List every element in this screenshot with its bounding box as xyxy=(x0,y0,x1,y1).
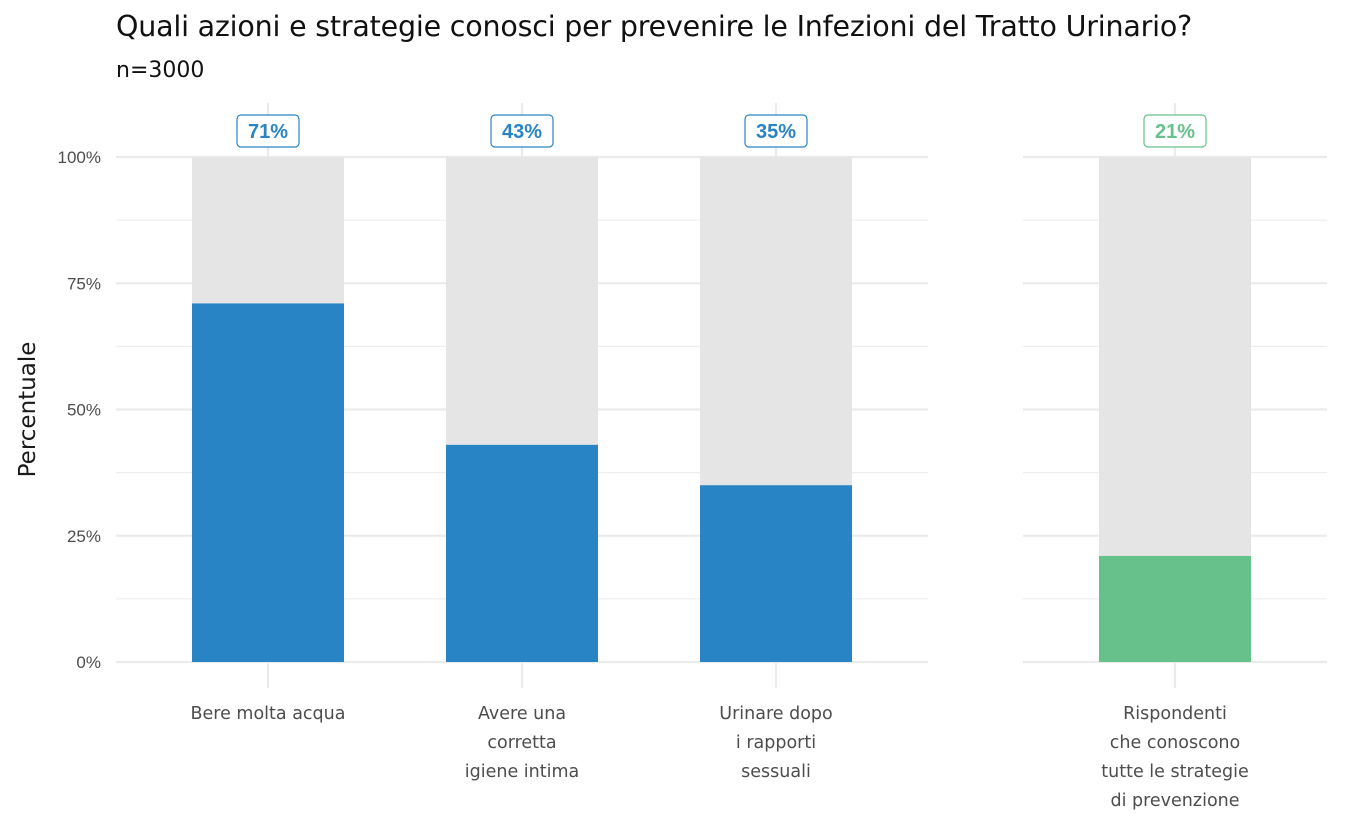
value-bar xyxy=(192,303,344,662)
y-tick-label: 100% xyxy=(58,148,101,167)
data-label: 43% xyxy=(502,121,542,143)
x-category-line: Avere una xyxy=(478,704,566,724)
data-label-box xyxy=(490,114,554,148)
y-tick-label: 50% xyxy=(67,401,101,420)
chart-title: Quali azioni e strategie conosci per pre… xyxy=(116,10,1193,43)
value-bar xyxy=(446,444,598,662)
value-bar xyxy=(700,485,852,662)
data-label-box xyxy=(744,114,808,148)
x-category-line: di prevenzione xyxy=(1110,791,1239,811)
data-label: 71% xyxy=(248,121,288,143)
x-category-label: Bere molta acqua xyxy=(191,704,346,724)
x-category-label: Rispondenti che conoscono tutte le strateg… xyxy=(1101,704,1248,811)
x-category-line: i rapporti xyxy=(736,733,816,753)
x-category-label: Urinare dopo i rapporti sessuali xyxy=(719,704,832,782)
y-tick-label: 25% xyxy=(67,527,101,546)
x-category-line: tutte le strategie xyxy=(1101,762,1248,782)
value-bar xyxy=(1099,555,1251,662)
data-label-box xyxy=(1143,114,1207,148)
data-label: 35% xyxy=(756,121,796,143)
x-category-label: Avere una corretta igiene intima xyxy=(465,704,579,782)
x-category-line: igiene intima xyxy=(465,762,579,782)
x-category-line: Bere molta acqua xyxy=(191,704,346,724)
x-category-line: corretta xyxy=(487,733,556,753)
y-tick-label: 0% xyxy=(76,653,101,672)
y-axis-label: Percentuale xyxy=(15,342,41,478)
data-label-box xyxy=(236,114,300,148)
x-category-line: Rispondenti xyxy=(1123,704,1227,724)
chart-subtitle: n=3000 xyxy=(116,58,205,83)
x-category-line: che conoscono xyxy=(1110,733,1240,753)
x-category-line: sessuali xyxy=(741,762,811,782)
data-label: 21% xyxy=(1155,121,1195,143)
x-category-line: Urinare dopo xyxy=(719,704,832,724)
y-tick-label: 75% xyxy=(67,274,101,293)
